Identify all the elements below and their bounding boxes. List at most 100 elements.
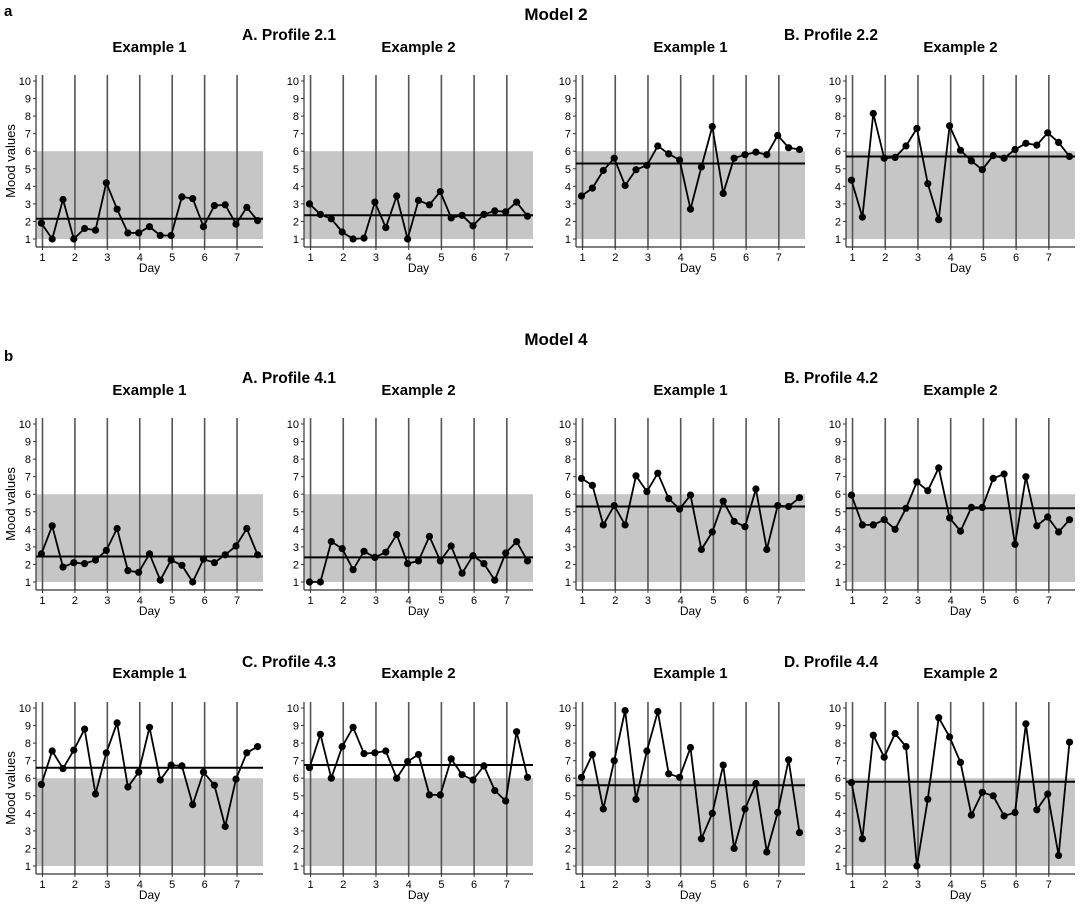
reference-band	[576, 151, 805, 239]
y-tick-label: 9	[25, 94, 31, 106]
data-point	[135, 568, 143, 576]
y-tick-label: 2	[565, 216, 571, 228]
x-axis-label: Day	[139, 261, 160, 275]
data-point	[178, 193, 186, 201]
data-point	[523, 212, 532, 220]
x-tick-label: 6	[1013, 595, 1019, 607]
y-tick-label: 7	[293, 129, 299, 141]
data-point	[847, 779, 856, 787]
y-tick-label: 6	[565, 489, 571, 501]
y-axis-label-row2: Mood values	[3, 467, 18, 541]
x-tick-label: 5	[169, 252, 175, 264]
y-tick-label: 2	[835, 216, 841, 228]
y-tick-label: 1	[293, 861, 299, 873]
data-point	[513, 538, 521, 546]
data-point	[654, 707, 662, 716]
panel-b-label: b	[4, 348, 13, 365]
y-tick-label: 3	[835, 199, 841, 211]
chart-5: Example 1 1 2 3 4 5 6 7 8 9 10 1 2 3 4 5 6 7 Day	[19, 382, 263, 618]
data-point	[946, 122, 954, 130]
y-tick-label: 9	[565, 94, 571, 106]
data-point	[458, 569, 466, 577]
data-point	[1011, 145, 1019, 154]
data-point	[858, 521, 867, 529]
y-tick-label: 9	[835, 437, 841, 449]
data-point	[404, 757, 412, 766]
data-point	[48, 522, 56, 530]
data-point	[967, 811, 976, 819]
data-point	[621, 707, 629, 715]
x-tick-label: 7	[1046, 879, 1052, 891]
data-point	[686, 205, 695, 213]
x-tick-label: 3	[915, 879, 921, 891]
data-point	[425, 532, 433, 541]
data-point	[124, 229, 132, 237]
data-point	[156, 776, 164, 784]
data-point	[730, 844, 738, 853]
data-point	[491, 786, 499, 795]
y-tick-label: 5	[25, 791, 31, 803]
data-point	[599, 166, 607, 175]
x-tick-label: 2	[882, 879, 888, 891]
data-point	[913, 862, 921, 870]
data-point	[232, 542, 240, 550]
y-tick-label: 3	[565, 826, 571, 838]
data-point	[458, 771, 466, 779]
y-tick-label: 10	[19, 76, 31, 88]
x-tick-label: 4	[678, 879, 684, 891]
data-point	[643, 161, 651, 169]
y-tick-label: 7	[25, 756, 31, 768]
y-tick-label: 10	[559, 76, 571, 88]
x-tick-label: 3	[104, 595, 110, 607]
data-point	[199, 555, 208, 563]
y-tick-label: 10	[287, 76, 299, 88]
y-tick-label: 6	[25, 146, 31, 158]
data-point	[730, 154, 738, 162]
data-point	[189, 801, 197, 809]
x-tick-label: 2	[612, 879, 618, 891]
data-point	[697, 835, 706, 843]
data-point	[610, 502, 618, 510]
x-tick-label: 5	[438, 879, 444, 891]
data-point	[491, 576, 499, 584]
data-point	[913, 124, 921, 132]
data-point	[480, 762, 488, 770]
data-point	[458, 211, 466, 219]
x-tick-label: 7	[776, 879, 782, 891]
chart-title: Example 2	[923, 39, 997, 56]
y-tick-label: 10	[287, 419, 299, 431]
y-tick-label: 9	[293, 94, 299, 106]
y-tick-label: 8	[25, 111, 31, 123]
x-tick-label: 4	[678, 252, 684, 264]
reference-band	[304, 151, 533, 239]
y-tick-label: 3	[835, 826, 841, 838]
data-point	[978, 166, 986, 174]
x-tick-label: 2	[340, 252, 346, 264]
x-tick-label: 2	[340, 595, 346, 607]
data-point	[730, 517, 738, 526]
x-tick-label: 3	[104, 252, 110, 264]
data-point	[924, 180, 932, 188]
y-tick-label: 10	[559, 419, 571, 431]
chart-10: Example 2 1 2 3 4 5 6 7 8 9 10 1 2 3 4 5 6 7 Day	[287, 665, 533, 902]
data-point	[480, 560, 488, 568]
x-tick-label: 1	[307, 595, 313, 607]
data-point	[610, 757, 618, 765]
data-point	[349, 566, 357, 574]
data-point	[1033, 806, 1041, 814]
data-point	[371, 198, 379, 206]
data-point	[795, 829, 804, 837]
data-point	[360, 547, 368, 555]
data-point	[404, 235, 412, 243]
y-tick-label: 2	[293, 559, 299, 571]
y-tick-label: 7	[25, 129, 31, 141]
data-point	[763, 151, 771, 159]
data-point	[48, 235, 56, 243]
y-tick-label: 5	[565, 791, 571, 803]
data-point	[847, 176, 856, 184]
x-tick-label: 5	[980, 595, 986, 607]
data-point	[145, 550, 154, 558]
y-tick-label: 3	[565, 199, 571, 211]
model-4-title: Model 4	[524, 330, 588, 349]
data-point	[741, 151, 749, 159]
